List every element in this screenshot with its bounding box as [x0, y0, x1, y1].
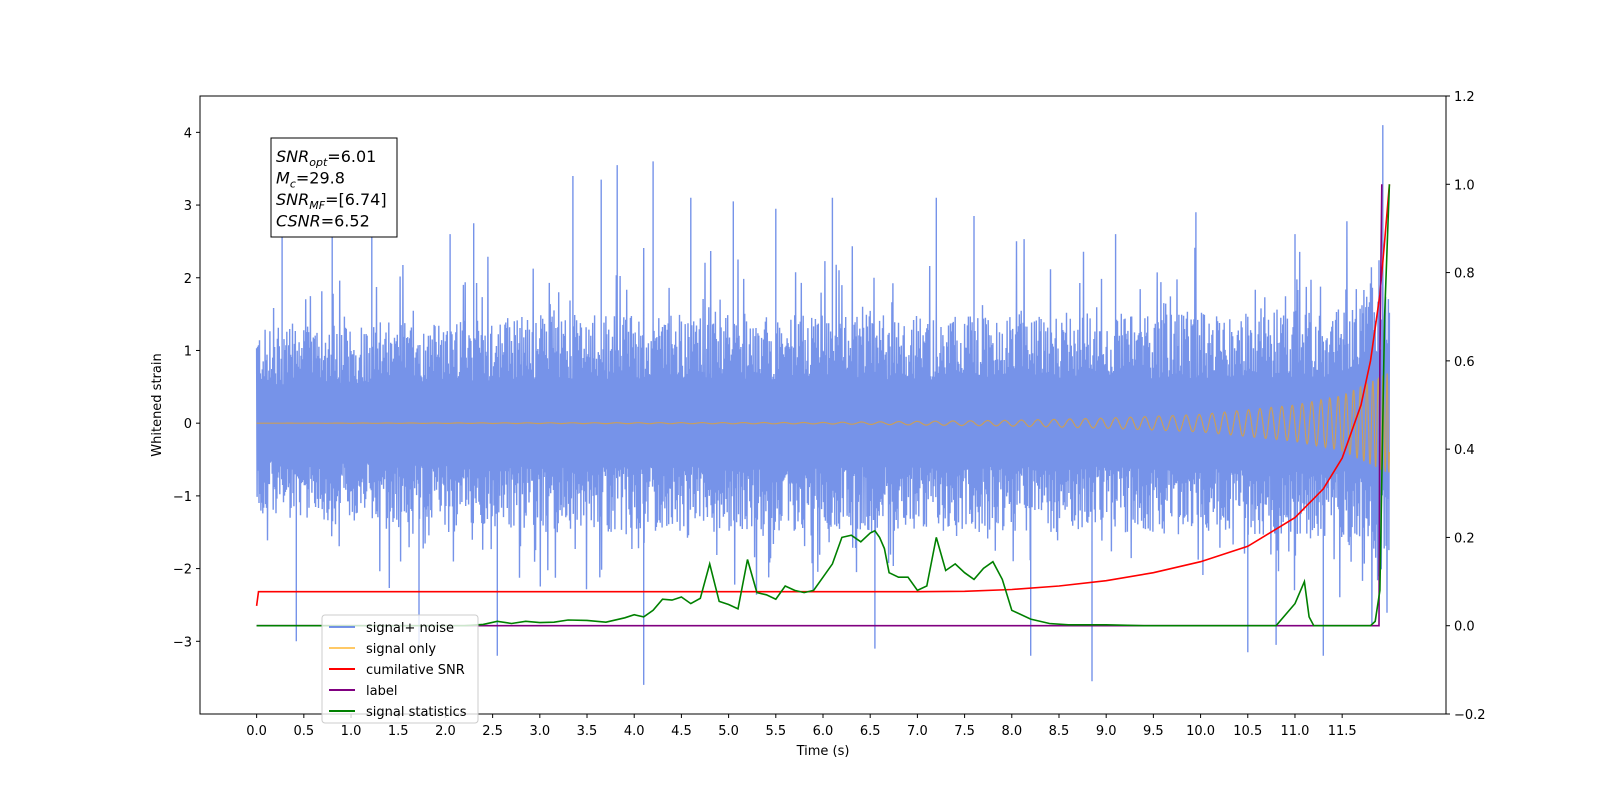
- x-tick-label: 11.0: [1280, 724, 1309, 739]
- annotation-line: CSNR=6.52: [276, 212, 370, 231]
- legend-label: signal+ noise: [366, 621, 454, 636]
- series-cumilative-snr: [255, 184, 1391, 607]
- legend-item: signal+ noise: [329, 621, 454, 636]
- legend: signal+ noise signal only cumilative SNR la…: [321, 614, 479, 724]
- x-tick-label: 5.0: [718, 724, 739, 739]
- y-tick-label-right: 0.8: [1454, 267, 1475, 282]
- x-tick-label: 6.0: [813, 724, 834, 739]
- x-tick-label: 5.5: [765, 724, 786, 739]
- legend-frame: [321, 614, 479, 724]
- x-tick-label: 10.5: [1233, 724, 1262, 739]
- y-tick-label-left: 2: [184, 272, 192, 287]
- x-tick-label: 9.5: [1143, 724, 1164, 739]
- x-tick-label: 11.5: [1328, 724, 1357, 739]
- x-tick-label: 2.0: [435, 724, 456, 739]
- x-tick-label: 3.5: [577, 724, 598, 739]
- legend-label: signal only: [366, 642, 436, 657]
- annotation-line: SNRMF=[6.74]: [276, 190, 387, 212]
- x-tick-label: 1.0: [341, 724, 362, 739]
- x-tick-label: 1.5: [388, 724, 409, 739]
- y-tick-label-right: 0.4: [1454, 443, 1475, 458]
- legend-label: signal statistics: [366, 705, 467, 720]
- x-tick-label: 4.5: [671, 724, 692, 739]
- series-label: [256, 184, 1383, 627]
- y-tick-label-left: 4: [184, 126, 192, 141]
- annotation-frame: [270, 137, 398, 238]
- x-axis: 0.0 0.5 1.0 1.5 2.0 2.5 3.0 3.5 4.0 4.5 5.0 5.5 6.0 6…: [246, 714, 1357, 739]
- y-tick-label-right: −0.2: [1454, 708, 1486, 723]
- legend-label: cumilative SNR: [366, 663, 465, 678]
- x-tick-label: 6.5: [860, 724, 881, 739]
- legend-label: label: [366, 684, 397, 699]
- y-tick-label-right: 0.2: [1454, 531, 1475, 546]
- x-tick-label: 10.0: [1186, 724, 1215, 739]
- x-tick-label: 9.0: [1096, 724, 1117, 739]
- series-signal-only: [256, 373, 1390, 473]
- x-tick-label: 0.0: [246, 724, 267, 739]
- legend-item: signal only: [329, 642, 436, 657]
- x-tick-label: 7.5: [954, 724, 975, 739]
- y-tick-label-left: −3: [173, 635, 192, 650]
- y-axis-left: −3 −2 −1 0 1 2 3 4: [173, 126, 200, 650]
- y-tick-label-left: −1: [173, 490, 192, 505]
- x-tick-label: 8.0: [1001, 724, 1022, 739]
- y-tick-label-left: −2: [173, 563, 192, 578]
- y-tick-label-right: 0.6: [1454, 355, 1475, 370]
- y-axis-right: −0.2 0.0 0.2 0.4 0.6 0.8 1.0 1.2: [1446, 90, 1486, 723]
- x-tick-label: 8.5: [1049, 724, 1070, 739]
- y-tick-label-right: 1.2: [1454, 90, 1475, 105]
- y-tick-label-left: 0: [184, 417, 192, 432]
- y-tick-label-right: 1.0: [1454, 178, 1475, 193]
- legend-item: cumilative SNR: [329, 663, 465, 678]
- legend-item: signal statistics: [329, 705, 467, 720]
- legend-item: label: [329, 684, 397, 699]
- x-tick-label: 4.0: [624, 724, 645, 739]
- annotation-line: SNRopt=6.01: [276, 147, 376, 169]
- series-signal-noise: [255, 125, 1391, 685]
- x-axis-label: Time (s): [796, 744, 850, 759]
- y-tick-label-right: 0.0: [1454, 620, 1475, 635]
- y-axis-label-left: Whitened strain: [150, 353, 165, 456]
- x-tick-label: 2.5: [482, 724, 503, 739]
- plot-data: [255, 125, 1391, 685]
- y-tick-label-left: 3: [184, 199, 192, 214]
- annotation-line: Mc=29.8: [276, 169, 345, 191]
- series-signal-statistics: [256, 184, 1391, 627]
- x-tick-label: 7.0: [907, 724, 928, 739]
- x-tick-label: 3.0: [529, 724, 550, 739]
- x-tick-label: 0.5: [293, 724, 314, 739]
- y-tick-label-left: 1: [184, 344, 192, 359]
